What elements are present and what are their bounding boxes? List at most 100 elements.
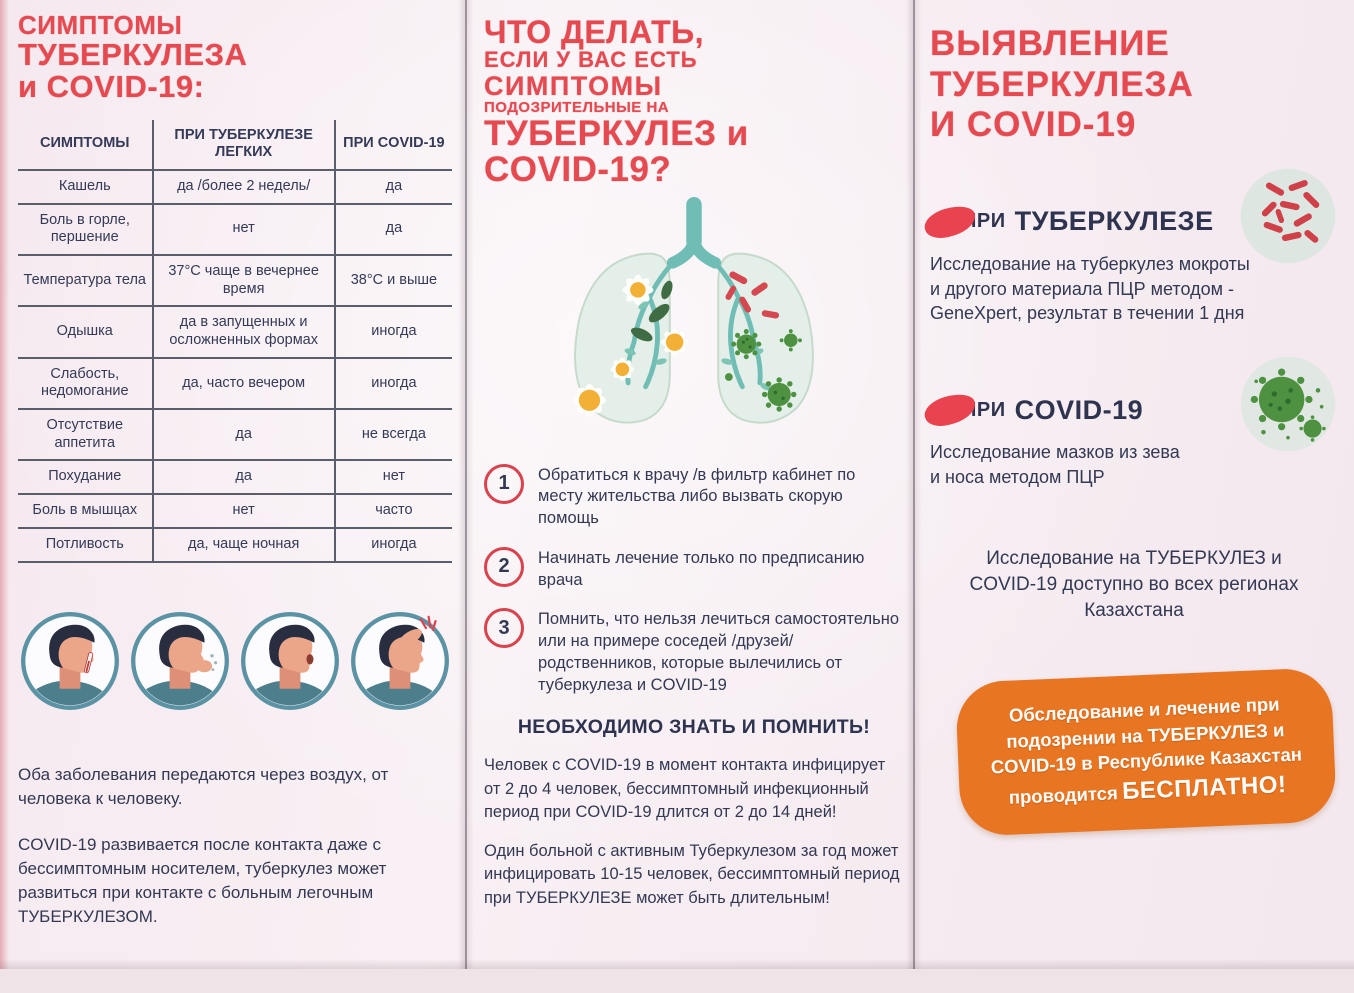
tb-label-name: ТУБЕРКУЛЕЗЕ: [1014, 206, 1214, 237]
fold-crease-left: [458, 0, 474, 969]
transmission-paragraph: Оба заболевания передаются через воздух,…: [18, 764, 389, 808]
covid-virus-icon: [1238, 354, 1338, 459]
tb-detection-section: ПРИ ТУБЕРКУЛЕЗЕ Исследование на туберкул…: [921, 168, 1338, 326]
covid-detection-section: ПРИ COVID-19 Исследование мазков из зева…: [921, 356, 1338, 490]
free-treatment-badge: Обследование и лечение при подозрении на…: [954, 666, 1338, 837]
availability-text: Исследование на ТУБЕРКУЛЕЗ и COVID-19 до…: [969, 547, 1299, 622]
table-cell: 37°C чаще в вечернее время: [152, 254, 336, 308]
table-row: Температура тела 37°C чаще в вечернее вре…: [18, 254, 452, 308]
paper-shadow: [0, 959, 1354, 969]
table-row: Слабость, недомогание да, часто вечером ин…: [18, 357, 452, 411]
red-blob-marker-icon: [921, 389, 979, 431]
table-row: Кашель да /более 2 недель/да: [18, 169, 452, 205]
table-row: Боль в горле, першение нет да: [18, 203, 452, 256]
middle-title-line4: ПОДОЗРИТЕЛЬНЫЕ НА: [484, 99, 670, 117]
covid-label-name: COVID-19: [1014, 394, 1144, 425]
fold-crease-right: [906, 0, 922, 969]
table-row: Отсутствие аппетита да не всегда: [18, 409, 452, 462]
free-badge-highlight: БЕСПЛАТНО!: [1121, 770, 1287, 805]
headache-icon: [348, 609, 452, 713]
right-title-line3: И COVID-19: [930, 105, 1137, 145]
table-cell: Отсутствие аппетита: [18, 409, 154, 462]
step-2-number: 2: [484, 546, 524, 587]
table-cell: Кашель: [18, 169, 154, 205]
table-header-covid: ПРИ COVID-19: [334, 119, 452, 171]
right-title-line1: ВЫЯВЛЕНИЕ: [930, 24, 1170, 63]
left-title-line2: ТУБЕРКУЛЕЗА: [18, 37, 248, 73]
right-title: ВЫЯВЛЕНИЕ ТУБЕРКУЛЕЗА И COVID-19: [930, 24, 1338, 146]
table-row: Потливость да, чаще ночная иногда: [18, 527, 452, 563]
panel-what-to-do: ЧТО ДЕЛАТЬ, ЕСЛИ У ВАС ЕСТЬ СИМПТОМЫ ПОД…: [484, 0, 904, 985]
symptoms-table: СИМПТОМЫ ПРИ ТУБЕРКУЛЕЗЕ ЛЕГКИХ ПРИ COVI…: [18, 119, 452, 563]
step-1: 1 Обратиться к врачу /в фильтр кабинет п…: [484, 462, 904, 530]
paper-edge: [0, 0, 9, 969]
tb-bacteria-icon: [1238, 166, 1338, 271]
table-cell: да: [152, 409, 336, 462]
table-header-tb: ПРИ ТУБЕРКУЛЕЗЕ ЛЕГКИХ: [152, 119, 336, 171]
table-cell: нет: [334, 460, 452, 496]
table-cell: иногда: [334, 527, 452, 563]
covid-viruses: [724, 328, 802, 412]
table-cell: иногда: [334, 306, 452, 359]
table-header-row: СИМПТОМЫ ПРИ ТУБЕРКУЛЕЗЕ ЛЕГКИХ ПРИ COVI…: [18, 119, 452, 171]
tb-detection-text: Исследование на туберкулез мокроты и дру…: [930, 253, 1250, 324]
step-1-number: 1: [484, 463, 524, 504]
symptom-illustrations: [18, 609, 452, 713]
covid-infection-paragraph: Человек с COVID-19 в момент контакта инф…: [484, 756, 886, 822]
step-2-text: Начинать лечение только по предписанию в…: [538, 548, 865, 589]
symptoms-table-body: Кашель да /более 2 недель/да Боль в горле,…: [18, 169, 452, 563]
middle-title-line2: ЕСЛИ У ВАС ЕСТЬ: [484, 47, 698, 73]
middle-title: ЧТО ДЕЛАТЬ, ЕСЛИ У ВАС ЕСТЬ СИМПТОМЫ ПОД…: [484, 14, 904, 189]
panel-detection: ВЫЯВЛЕНИЕ ТУБЕРКУЛЕЗА И COVID-19: [921, 0, 1338, 993]
table-cell: Похудание: [18, 460, 154, 496]
sore-throat-icon: [238, 609, 342, 713]
fever-thermometer-icon: [18, 609, 122, 713]
tb-infection-paragraph: Один больной с активным Туберкулезом за …: [484, 841, 900, 907]
middle-title-line1: ЧТО ДЕЛАТЬ,: [484, 14, 705, 50]
covid-detection-text: Исследование мазков из зева и носа метод…: [930, 442, 1180, 488]
left-footer-text: Оба заболевания передаются через воздух,…: [18, 763, 426, 930]
daisy-flowers: [573, 274, 689, 417]
table-cell: нет: [152, 203, 336, 256]
left-title-line3: и COVID-19:: [18, 69, 205, 105]
know-remember-heading: НЕОБХОДИМО ЗНАТЬ И ПОМНИТЬ!: [517, 716, 871, 739]
lungs-illustration: [529, 196, 859, 444]
table-cell: да: [334, 169, 452, 205]
brochure-sheet: СИМПТОМЫ ТУБЕРКУЛЕЗА и COVID-19: СИМПТОМ…: [0, 0, 1354, 969]
table-row: Одышка да в запущенных и осложненных форм…: [18, 306, 452, 359]
table-cell: Боль в горле, першение: [18, 203, 154, 256]
coughing-icon: [128, 609, 232, 713]
table-header-symptoms: СИМПТОМЫ: [18, 119, 154, 171]
table-cell: иногда: [334, 357, 452, 411]
table-cell: да, чаще ночная: [152, 527, 336, 563]
table-cell: часто: [334, 494, 452, 529]
steps-list: 1 Обратиться к врачу /в фильтр кабинет п…: [484, 462, 904, 697]
table-cell: да в запущенных и осложненных формах: [152, 306, 336, 359]
left-title-line1: СИМПТОМЫ: [18, 10, 183, 40]
left-title: СИМПТОМЫ ТУБЕРКУЛЕЗА и COVID-19:: [18, 10, 456, 105]
middle-title-line3: СИМПТОМЫ: [484, 71, 663, 102]
table-cell: Температура тела: [18, 254, 154, 308]
table-cell: не всегда: [334, 409, 452, 462]
table-row: Боль в мышцах нет часто: [18, 494, 452, 529]
step-2: 2 Начинать лечение только по предписанию…: [484, 545, 904, 592]
table-cell: да: [152, 460, 336, 496]
panel-symptoms: СИМПТОМЫ ТУБЕРКУЛЕЗА и COVID-19: СИМПТОМ…: [18, 0, 456, 981]
table-cell: 38°C и выше: [334, 254, 452, 308]
step-3-text: Помнить, что нельзя лечиться самостоятел…: [538, 610, 899, 694]
step-3-number: 3: [484, 608, 524, 649]
table-cell: Одышка: [18, 306, 154, 359]
table-row: Похудание да нет: [18, 460, 452, 496]
step-1-text: Обратиться к врачу /в фильтр кабинет по …: [538, 465, 856, 528]
table-cell: да, часто вечером: [152, 357, 336, 411]
red-blob-marker-icon: [921, 201, 979, 243]
step-3: 3 Помнить, что нельзя лечиться самостоят…: [484, 606, 904, 696]
middle-title-line5: ТУБЕРКУЛЕЗ и: [484, 113, 749, 153]
tb-label-row: ПРИ ТУБЕРКУЛЕЗЕ: [921, 201, 1338, 243]
table-cell: Потливость: [18, 527, 154, 563]
covid-label-row: ПРИ COVID-19: [921, 389, 1338, 431]
contact-paragraph: COVID-19 развивается после контакта даже…: [18, 834, 387, 927]
table-cell: Слабость, недомогание: [18, 357, 154, 411]
table-cell: да: [334, 203, 452, 256]
table-cell: да /более 2 недель/: [152, 169, 336, 205]
